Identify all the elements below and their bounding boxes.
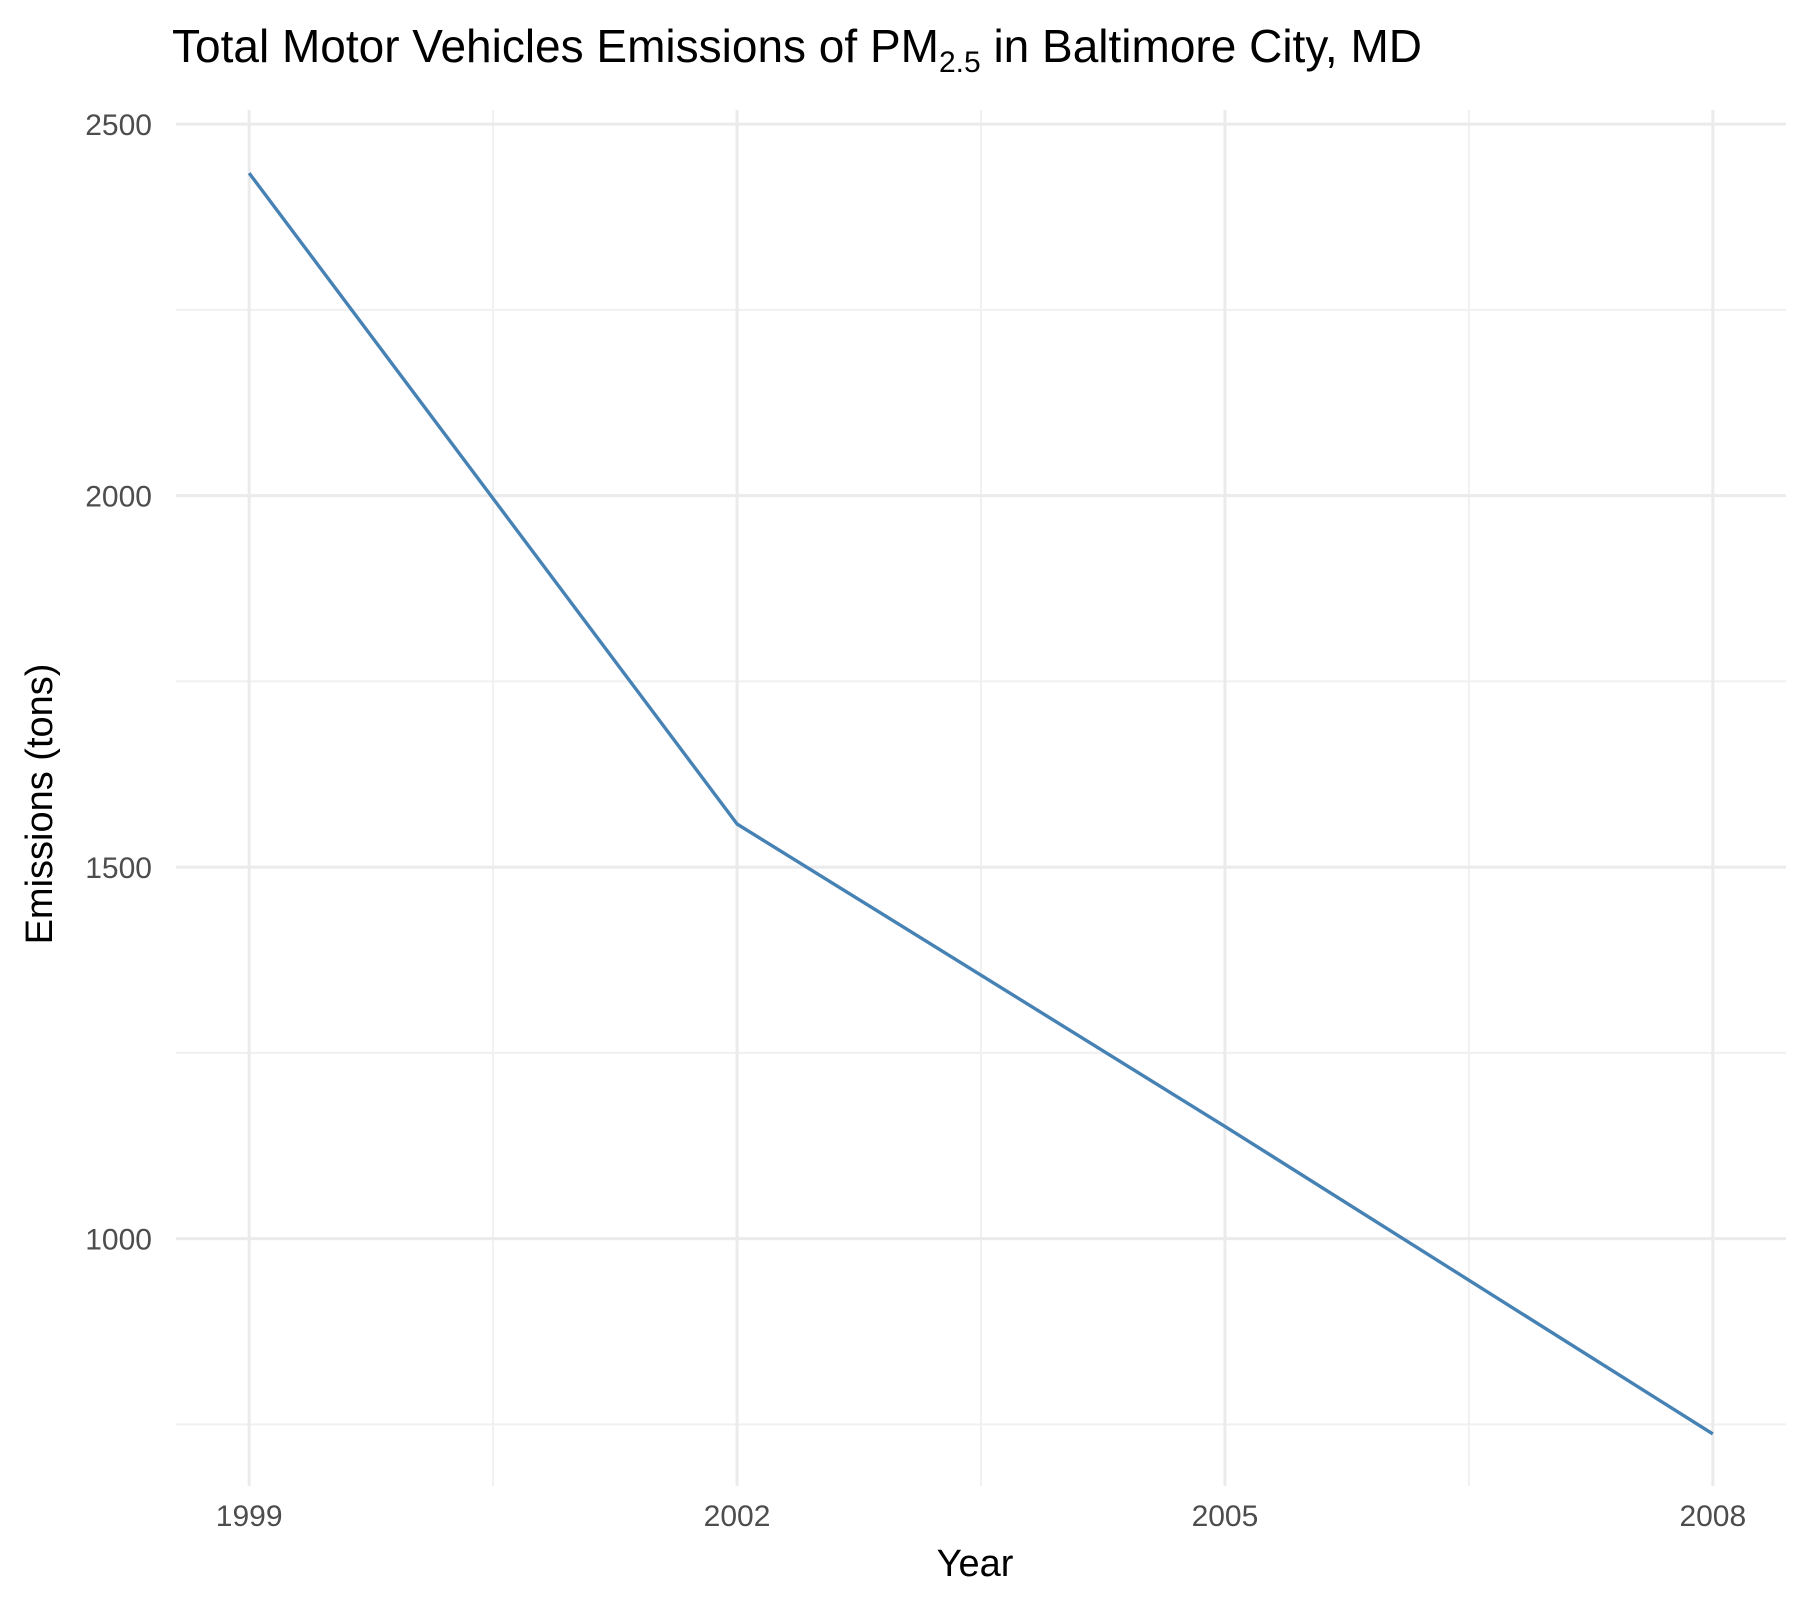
x-tick-label: 1999 <box>216 1500 283 1533</box>
y-axis-title: Emissions (tons) <box>19 664 61 945</box>
x-axis-ticks: 1999 2002 2005 2008 <box>216 1500 1746 1533</box>
y-tick-label: 1500 <box>85 852 152 885</box>
y-axis-ticks: 1000 1500 2000 2500 <box>85 109 152 1256</box>
chart-title: Total Motor Vehicles Emissions of PM2.5 … <box>172 20 1422 79</box>
x-tick-label: 2005 <box>1192 1500 1259 1533</box>
x-tick-label: 2002 <box>704 1500 771 1533</box>
grid <box>176 110 1786 1486</box>
chart-title-subscript: 2.5 <box>939 46 981 79</box>
series-layer <box>247 172 1714 1436</box>
chart-title-suffix: in Baltimore City, MD <box>981 20 1422 72</box>
chart-title-main: Total Motor Vehicles Emissions of PM <box>172 20 939 72</box>
x-axis-title: Year <box>937 1543 1014 1585</box>
y-tick-label: 1000 <box>85 1224 152 1257</box>
y-tick-label: 2500 <box>85 109 152 142</box>
series-line <box>247 172 1714 1436</box>
y-tick-label: 2000 <box>85 481 152 514</box>
x-tick-label: 2008 <box>1679 1500 1746 1533</box>
